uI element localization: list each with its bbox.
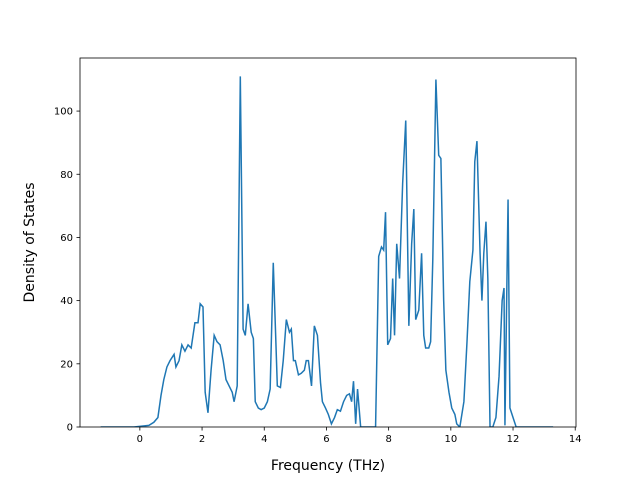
x-tick-label: 0 bbox=[137, 434, 143, 445]
x-tick-label: 12 bbox=[507, 434, 520, 445]
y-tick-label: 0 bbox=[67, 423, 73, 434]
x-tick-label: 8 bbox=[385, 434, 391, 445]
y-tick-label: 100 bbox=[54, 107, 73, 118]
y-tick-label: 40 bbox=[60, 296, 73, 307]
x-tick-label: 6 bbox=[323, 434, 329, 445]
y-axis-label: Density of States bbox=[22, 183, 38, 303]
plot-frame bbox=[79, 57, 577, 428]
data-line bbox=[100, 76, 554, 427]
x-tick-label: 2 bbox=[199, 434, 205, 445]
x-tick-label: 14 bbox=[569, 434, 582, 445]
x-tick-label: 10 bbox=[444, 434, 457, 445]
x-tick-label: 4 bbox=[261, 434, 267, 445]
y-tick-label: 60 bbox=[60, 233, 73, 244]
y-tick-label: 80 bbox=[60, 170, 73, 181]
x-axis-label: Frequency (THz) bbox=[271, 458, 385, 474]
y-tick-label: 20 bbox=[60, 359, 73, 370]
